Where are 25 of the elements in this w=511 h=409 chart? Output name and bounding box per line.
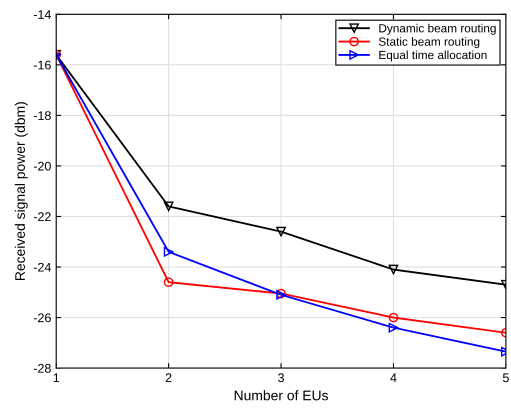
x-axis-title: Number of EUs	[234, 390, 328, 400]
y-tick-label: -18	[34, 111, 51, 120]
point	[164, 277, 174, 288]
legend-label: Dynamic beam routing	[379, 24, 496, 35]
point	[388, 264, 398, 274]
x-tick-label: 2	[166, 373, 172, 382]
y-tick-label: -24	[34, 262, 51, 272]
y-axis-title: Received signal power (dbm)	[14, 102, 28, 280]
point	[164, 202, 174, 212]
point	[388, 322, 398, 333]
y-tick-label: -16	[34, 60, 51, 70]
y-tick-label: -26	[34, 313, 51, 322]
point	[276, 226, 286, 236]
legend-label: Static beam routing	[378, 37, 480, 48]
point	[388, 312, 398, 322]
x-tick-label: 3	[278, 373, 284, 382]
x-tick-label: 4	[390, 373, 397, 382]
y-tick-label: -20	[34, 162, 51, 171]
y-tick-label: -14	[34, 10, 51, 19]
point	[164, 246, 174, 257]
y-tick-label: -22	[34, 212, 51, 222]
legend-label: Equal time allocation	[379, 50, 487, 62]
x-tick-label: 1	[54, 373, 60, 382]
x-tick-label: 5	[502, 373, 509, 382]
y-tick-label: -28	[34, 364, 51, 373]
